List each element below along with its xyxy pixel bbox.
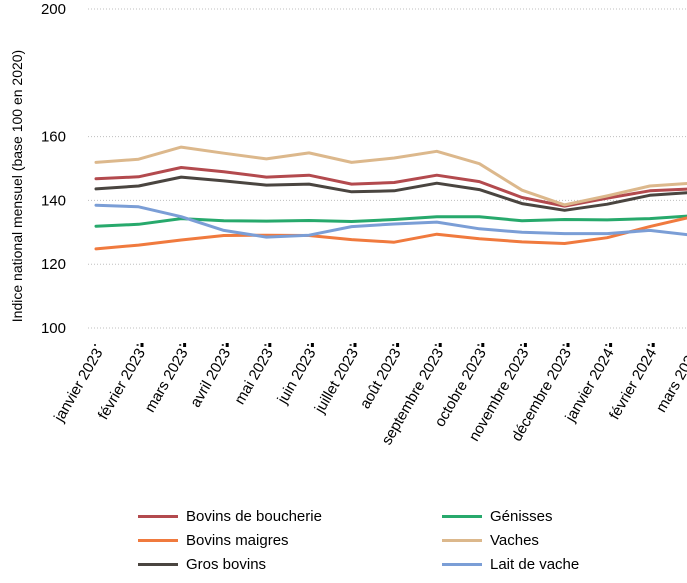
x-tick-mark: [310, 343, 314, 347]
y-tick-label: 200: [41, 1, 66, 18]
x-tick-label: juin 2023: [274, 346, 320, 408]
y-axis-title: Indice national mensuel (base 100 en 202…: [9, 50, 25, 322]
x-tick-label: août 2023: [357, 346, 405, 412]
x-tick-label: avril 2023: [187, 346, 234, 411]
x-tick-mark: [523, 343, 527, 347]
x-tick-mark: [396, 343, 400, 347]
x-tick-mark: [140, 343, 144, 347]
series-line-vaches: [94, 145, 687, 207]
series-lines: [94, 145, 687, 251]
y-tick-label: 160: [41, 129, 66, 146]
x-tick-mark: [268, 343, 272, 347]
x-tick-mark: [651, 343, 655, 347]
x-tick-label: mai 2023: [231, 346, 277, 408]
x-tick-mark: [481, 343, 485, 347]
x-tick-mark: [353, 343, 357, 347]
y-tick-label: 140: [41, 192, 66, 209]
x-tick-mark: [566, 343, 570, 347]
y-tick-labels: 100 120 140 160 200: [41, 1, 66, 337]
y-tick-label: 120: [41, 256, 66, 273]
gridlines: [88, 8, 687, 329]
y-tick-label: 100: [41, 320, 66, 337]
series-line-g-nisses: [94, 214, 687, 228]
x-tick-label: mars 2023: [142, 346, 192, 416]
series-line-bovins-maigres: [94, 216, 687, 251]
x-tick-mark: [225, 343, 229, 347]
x-tick-mark: [438, 343, 442, 347]
x-tick-mark: [183, 343, 187, 347]
series-line-bovins-de-boucherie: [94, 166, 687, 208]
x-tick-label: juillet 2023: [311, 346, 362, 417]
x-tick-mark: [609, 343, 613, 347]
series-line-lait-de-vache: [94, 203, 687, 239]
series-line-gros-bovins: [94, 175, 687, 212]
